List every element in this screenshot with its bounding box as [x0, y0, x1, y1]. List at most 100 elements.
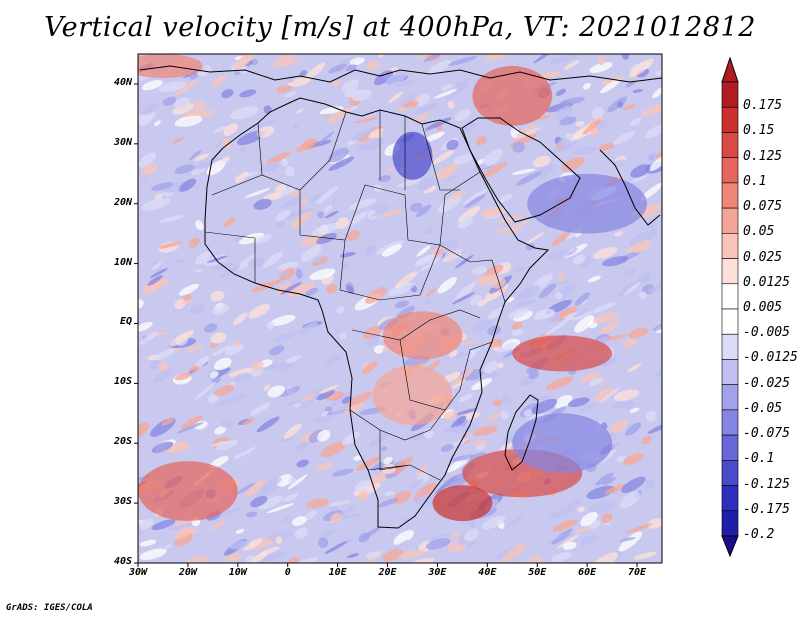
field-speckle — [262, 251, 284, 268]
field-speckle — [486, 306, 505, 321]
field-speckle — [487, 325, 501, 336]
field-speckle — [590, 128, 600, 136]
field-feature — [432, 485, 493, 522]
field-speckle — [345, 64, 357, 72]
field-speckle — [305, 62, 326, 80]
field-speckle — [250, 58, 258, 66]
field-speckle — [587, 275, 601, 283]
field-speckle — [638, 291, 647, 299]
field-speckle — [212, 303, 230, 315]
field-speckle — [280, 515, 291, 524]
field-speckle — [454, 109, 471, 121]
field-speckle — [210, 342, 218, 349]
field-speckle — [414, 254, 437, 267]
field-speckle — [616, 455, 627, 463]
field-speckle — [415, 204, 432, 218]
field-speckle — [154, 347, 176, 361]
field-speckle — [602, 357, 619, 367]
field-speckle — [316, 232, 337, 245]
field-speckle — [219, 265, 241, 279]
field-speckle — [531, 398, 558, 415]
field-speckle — [283, 423, 302, 439]
field-speckle — [180, 555, 208, 563]
lon-label: 30W — [128, 567, 148, 578]
field-speckle — [270, 314, 296, 326]
field-speckle — [357, 491, 369, 501]
field-feature — [392, 131, 433, 180]
field-speckle — [234, 171, 249, 184]
field-speckle — [534, 164, 555, 179]
field-speckle — [416, 245, 431, 257]
field-speckle — [450, 532, 460, 539]
field-speckle — [358, 137, 386, 152]
field-speckle — [234, 340, 241, 347]
field-speckle — [546, 250, 573, 260]
field-speckle — [383, 456, 393, 465]
field-speckle — [300, 244, 322, 262]
field-speckle — [249, 402, 271, 416]
field-speckle — [212, 345, 232, 357]
field-speckle — [604, 484, 628, 494]
field-speckle — [174, 372, 192, 381]
colorbar-swatch — [721, 460, 739, 486]
field-speckle — [393, 530, 414, 545]
field-speckle — [635, 244, 653, 253]
colorbar-label: -0.025 — [743, 375, 790, 391]
field-feature — [527, 173, 647, 234]
lon-label: 50E — [528, 567, 547, 578]
lat-label: 10S — [113, 376, 132, 388]
field-speckle — [138, 152, 157, 168]
field-speckle — [281, 158, 288, 167]
field-speckle — [234, 54, 255, 70]
field-speckle — [447, 101, 455, 109]
field-speckle — [348, 198, 377, 210]
india-coast — [599, 149, 661, 226]
field-speckle — [423, 185, 437, 194]
field-speckle — [263, 192, 284, 201]
field-speckle — [511, 328, 523, 337]
field-speckle — [397, 178, 422, 188]
field-speckle — [551, 528, 573, 545]
field-speckle — [339, 332, 347, 339]
field-speckle — [592, 302, 616, 313]
field-speckle — [471, 266, 488, 275]
field-speckle — [317, 211, 325, 219]
field-speckle — [188, 366, 200, 372]
field-speckle — [458, 393, 473, 403]
field-speckle — [221, 89, 234, 99]
field-speckle — [174, 164, 195, 175]
field-speckle — [630, 117, 642, 127]
field-speckle — [318, 131, 335, 145]
field-speckle — [286, 354, 302, 364]
field-speckle — [164, 544, 172, 549]
field-speckle — [228, 367, 256, 378]
field-speckle — [317, 429, 331, 442]
field-speckle — [532, 155, 551, 168]
field-speckle — [279, 386, 301, 397]
colorbar-swatch — [721, 359, 739, 385]
field-speckle — [341, 431, 360, 446]
field-speckle — [416, 93, 431, 107]
colorbar-label: 0.125 — [743, 148, 783, 164]
field-speckle — [278, 261, 300, 271]
colorbar-swatch — [721, 510, 739, 537]
field-speckle — [309, 192, 327, 202]
field-speckle — [176, 422, 204, 434]
field-speckle — [588, 501, 615, 514]
country-borders — [204, 110, 506, 481]
field-speckle — [174, 527, 194, 539]
field-speckle — [316, 389, 335, 401]
field-speckle — [647, 421, 662, 434]
field-speckle — [649, 154, 662, 171]
field-speckle — [561, 278, 570, 285]
field-speckle — [182, 294, 192, 301]
colorbar-label: -0.175 — [743, 501, 790, 517]
field-speckle — [347, 139, 357, 146]
colorbar-label: -0.125 — [743, 476, 790, 492]
field-speckle — [138, 321, 153, 332]
field-speckle — [425, 227, 434, 235]
field-speckle — [393, 539, 410, 550]
field-speckle — [524, 232, 546, 245]
field-speckle — [138, 114, 151, 125]
field-speckle — [247, 257, 265, 268]
